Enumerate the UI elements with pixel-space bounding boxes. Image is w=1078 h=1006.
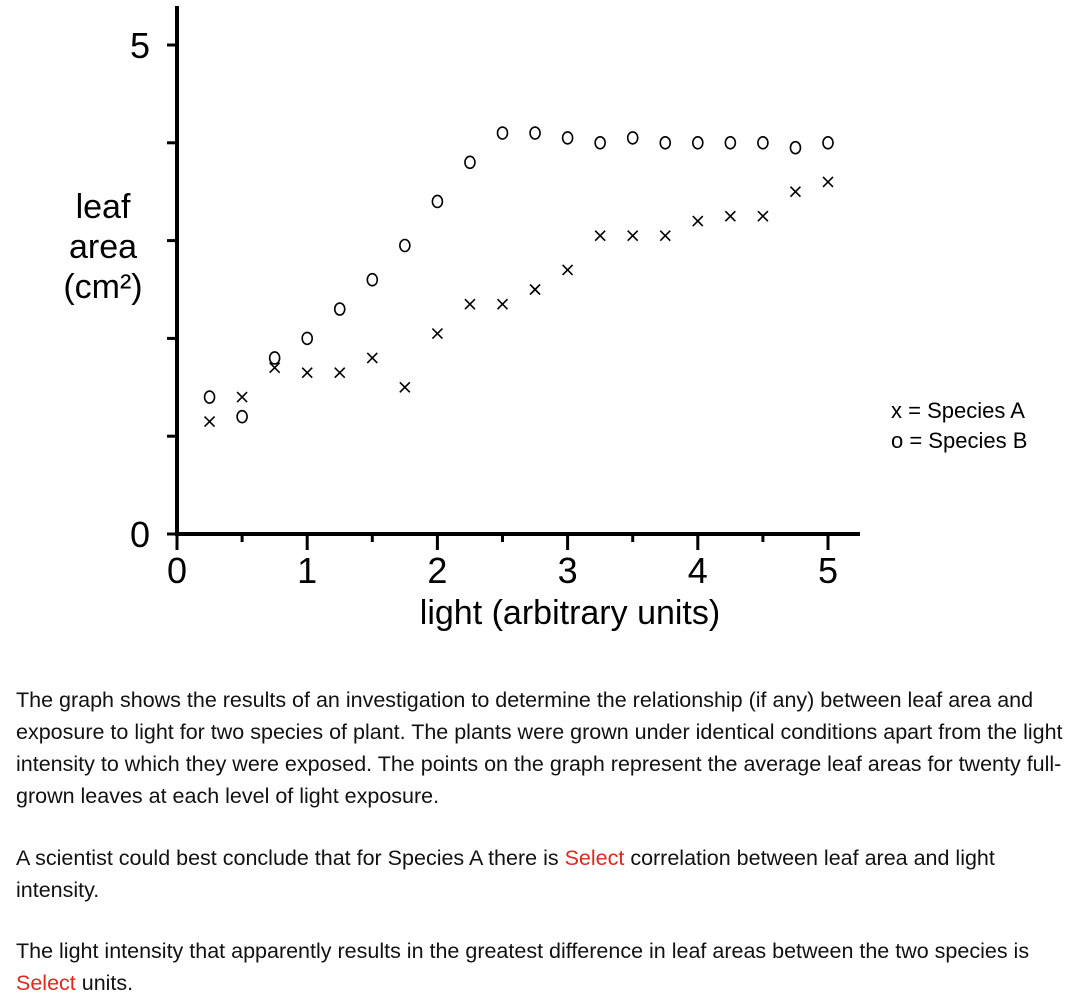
data-points <box>203 126 834 428</box>
question-text: units. <box>75 971 134 995</box>
point-species-a <box>203 415 216 428</box>
scatter-chart: 0 1 2 3 4 5 0 5 light (arbitrary units) leaf ar… <box>63 6 1027 632</box>
question-text: correlation between leaf area and light … <box>16 846 995 902</box>
point-species-b <box>268 351 281 365</box>
x-marker-stroke <box>659 230 671 242</box>
ticks <box>167 43 830 550</box>
point-species-b <box>431 194 444 209</box>
x-tick-label: 2 <box>427 550 447 591</box>
legend-entry-species-a: x = Species A <box>891 398 1025 423</box>
point-species-b <box>724 136 737 150</box>
tick-labels: 0 1 2 3 4 5 0 5 <box>130 25 838 591</box>
point-species-b <box>789 140 802 155</box>
point-species-a <box>301 367 313 379</box>
point-species-a <box>757 210 769 222</box>
intro-paragraph: The graph shows the results of an invest… <box>16 688 1063 808</box>
point-species-b <box>366 272 379 287</box>
light-intensity-select-dropdown[interactable]: Select <box>16 971 76 995</box>
point-species-a <box>594 230 606 242</box>
point-species-b <box>529 126 541 140</box>
x-marker-stroke <box>822 176 834 188</box>
legend: x = Species A o = Species B <box>891 398 1027 453</box>
point-species-b <box>757 136 769 150</box>
point-species-b <box>822 136 834 150</box>
point-species-a <box>562 264 574 276</box>
point-species-a <box>464 298 476 310</box>
point-species-b <box>594 136 606 150</box>
legend-entry-species-b: o = Species B <box>891 428 1027 453</box>
point-species-b <box>301 331 314 346</box>
point-species-a <box>334 367 346 379</box>
x-marker-stroke <box>789 186 802 198</box>
y-tick-label: 0 <box>130 514 150 555</box>
point-species-a <box>269 362 281 374</box>
x-marker-stroke <box>301 367 313 379</box>
y-axis-title-line: (cm²) <box>63 268 142 306</box>
point-species-a <box>724 210 736 222</box>
x-marker-stroke <box>562 264 574 276</box>
x-tick-label: 4 <box>688 550 708 591</box>
point-species-b <box>399 238 411 253</box>
y-tick-label: 5 <box>130 25 150 66</box>
x-marker-stroke <box>431 327 443 340</box>
point-species-a <box>627 230 639 242</box>
x-tick-label: 5 <box>818 550 838 591</box>
x-marker-stroke <box>464 298 476 310</box>
point-species-b <box>203 390 216 404</box>
x-tick-label: 3 <box>558 550 578 591</box>
y-axis-title: leaf area (cm²) <box>63 188 142 306</box>
x-marker-stroke <box>594 230 606 242</box>
y-axis-title-line: leaf <box>76 188 131 226</box>
x-marker-stroke <box>236 391 248 403</box>
point-species-a <box>692 215 704 227</box>
point-species-a <box>822 176 834 188</box>
x-tick-label: 1 <box>297 550 317 591</box>
point-species-a <box>399 381 411 393</box>
x-marker-stroke <box>757 210 769 222</box>
question-greatest-difference: The light intensity that apparently resu… <box>16 935 1078 999</box>
point-species-a <box>431 327 443 340</box>
x-tick-label: 0 <box>167 550 187 591</box>
y-axis-title-line: area <box>69 228 137 266</box>
x-axis-title: light (arbitrary units) <box>420 594 720 632</box>
point-species-b <box>333 302 346 316</box>
point-species-a <box>789 186 802 198</box>
x-marker-stroke <box>203 415 216 428</box>
point-species-a <box>496 298 509 310</box>
question-species-a-correlation: A scientist could best conclude that for… <box>16 842 1078 906</box>
question-text: A scientist could best conclude that for… <box>16 846 565 870</box>
x-marker-stroke <box>529 283 541 296</box>
point-species-a <box>659 230 671 242</box>
x-marker-stroke <box>334 367 346 379</box>
point-species-b <box>626 131 639 145</box>
point-species-b <box>561 131 574 145</box>
x-marker-stroke <box>399 381 411 393</box>
x-marker-stroke <box>496 298 509 310</box>
axes <box>175 6 860 536</box>
x-marker-stroke <box>692 215 704 227</box>
point-species-b <box>496 126 509 140</box>
point-species-a <box>529 283 541 296</box>
point-species-b <box>659 136 672 150</box>
point-species-b <box>691 136 704 150</box>
x-marker-stroke <box>269 362 281 374</box>
question-text: The light intensity that apparently resu… <box>16 939 1030 963</box>
correlation-select-dropdown[interactable]: Select <box>564 846 625 870</box>
x-marker-stroke <box>627 230 639 242</box>
x-marker-stroke <box>724 210 736 222</box>
point-species-b <box>464 155 476 170</box>
x-marker-stroke <box>366 352 378 364</box>
point-species-b <box>236 409 248 424</box>
point-species-a <box>236 391 248 403</box>
point-species-a <box>366 352 378 364</box>
